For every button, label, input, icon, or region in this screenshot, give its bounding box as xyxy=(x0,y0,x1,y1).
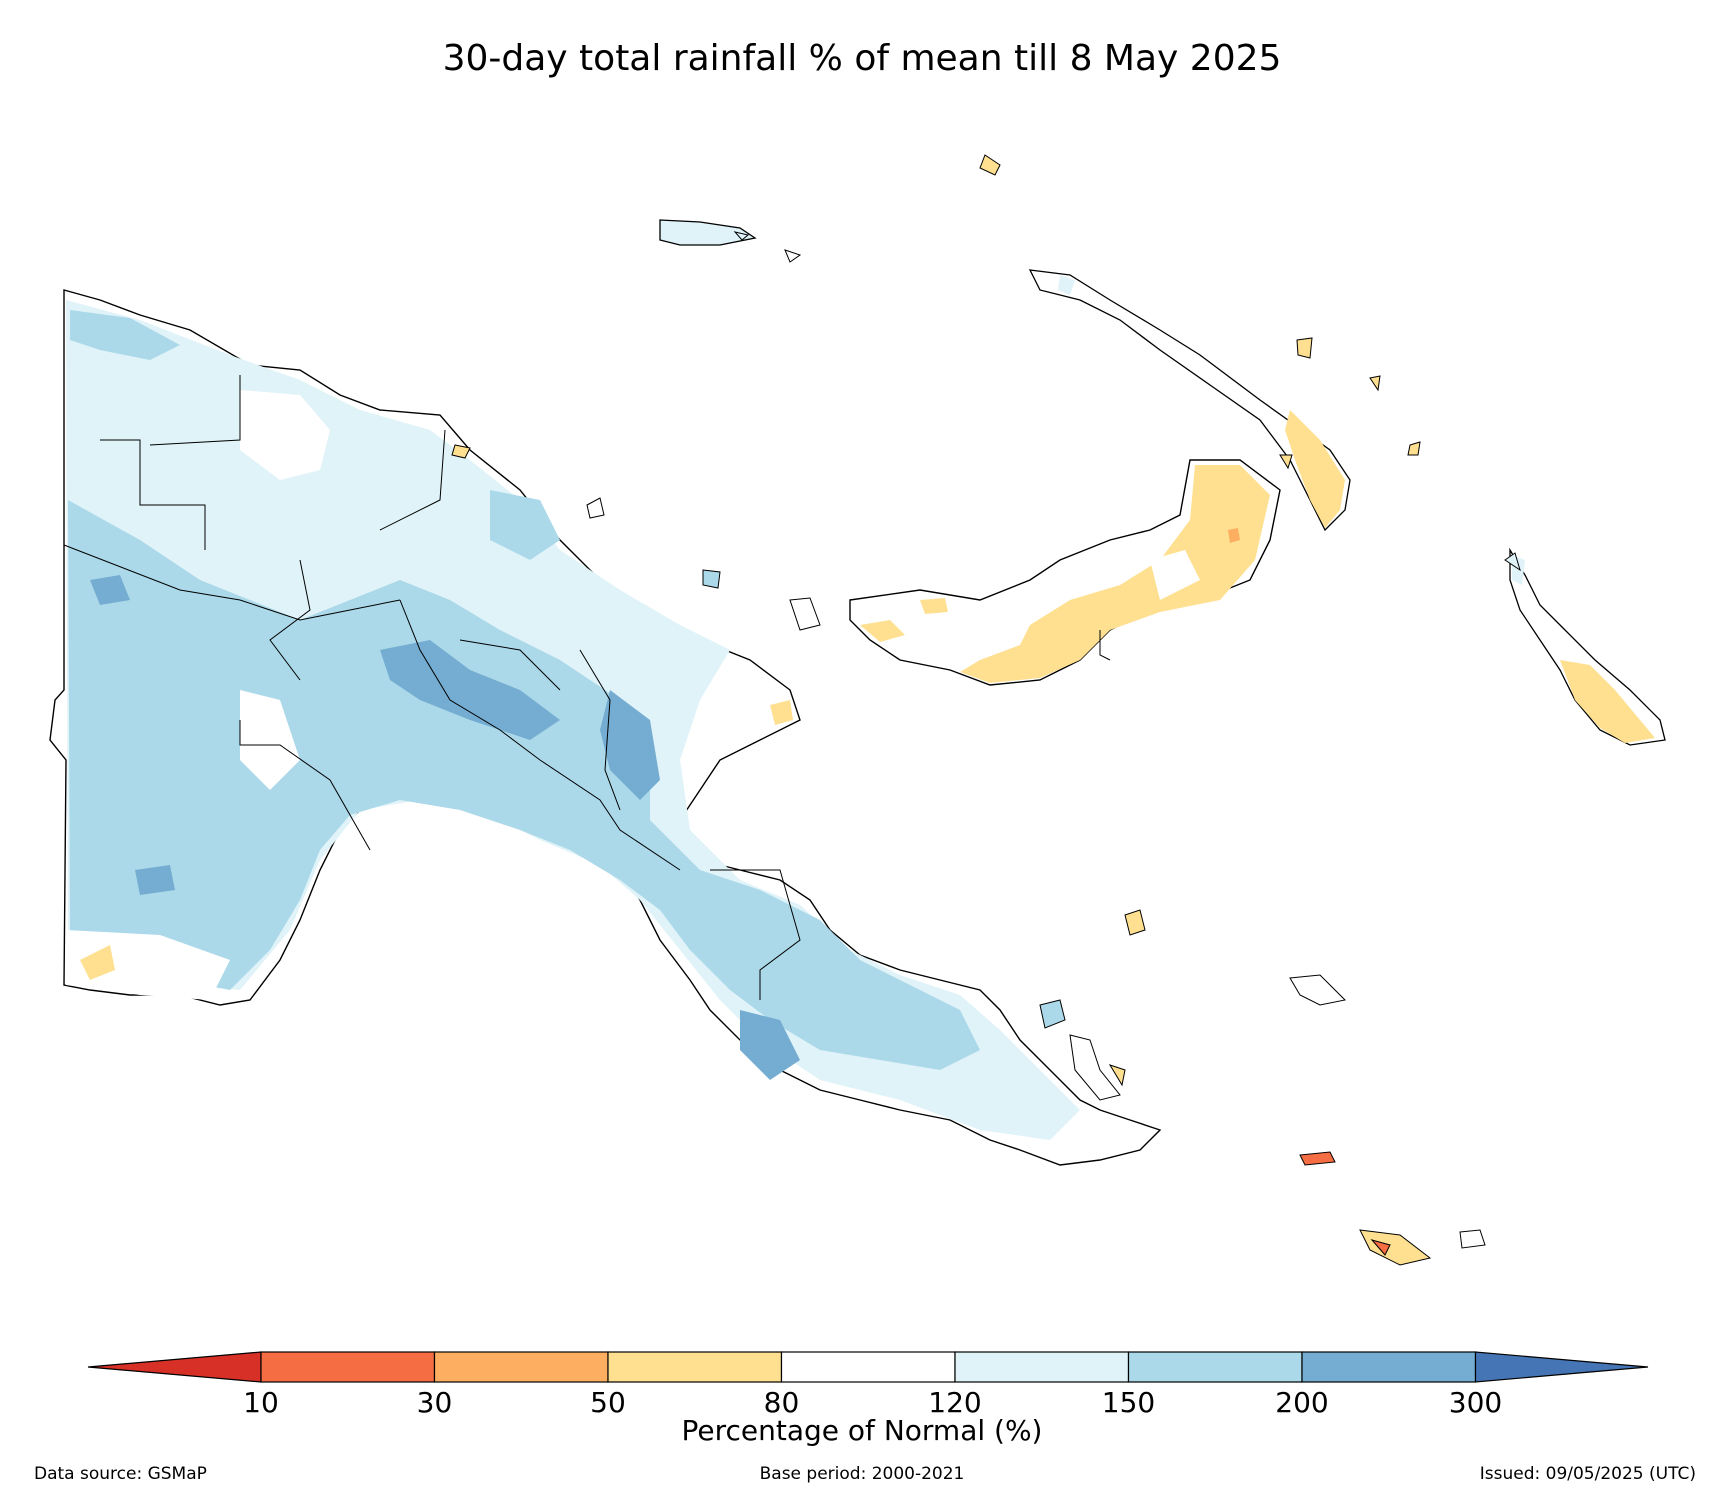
mainland-band-200-300-c xyxy=(740,1010,800,1080)
new-britain-yellow-n xyxy=(920,598,948,614)
colorbar-tick-200: 200 xyxy=(1275,1386,1329,1419)
manus-islets xyxy=(733,231,802,263)
mainland-band-200-300-b xyxy=(600,690,660,800)
province-boundaries xyxy=(63,375,801,1000)
bougainville-region xyxy=(1504,547,1666,746)
mainland-band-200-300-a xyxy=(380,640,560,740)
colorbar-tick-120: 120 xyxy=(928,1386,982,1419)
colorbar-tick-10: 10 xyxy=(243,1386,279,1419)
mainland-patch-nw xyxy=(70,310,180,360)
data-source-note: Data source: GSMaP xyxy=(34,1464,207,1484)
mainland-band-150-200 xyxy=(68,500,980,1070)
issued-date-note: Issued: 09/05/2025 (UTC) xyxy=(1479,1464,1696,1484)
small-islands xyxy=(451,154,1486,1266)
new-britain-yellow xyxy=(960,465,1270,683)
colorbar-tick-80: 80 xyxy=(763,1386,800,1419)
base-period-note: Base period: 2000-2021 xyxy=(759,1464,965,1484)
colorbar-extend-low xyxy=(87,1351,262,1383)
mainland-white-a xyxy=(240,390,330,480)
colorbar xyxy=(87,1351,1649,1383)
new-britain-white xyxy=(1150,550,1200,600)
colorbar-segment-200-300 xyxy=(1301,1351,1477,1383)
manus-island xyxy=(659,219,757,246)
mainland-yellow-b xyxy=(770,700,793,725)
manus-region xyxy=(659,219,802,263)
new-ireland-blue xyxy=(1058,275,1075,295)
colorbar-tick-300: 300 xyxy=(1448,1386,1503,1419)
colorbar-label: Percentage of Normal (%) xyxy=(681,1414,1043,1447)
colorbar-segment-50-80 xyxy=(607,1351,783,1383)
new-britain-region xyxy=(849,459,1281,686)
colorbar-segment-10-30 xyxy=(260,1351,436,1383)
mainland-yellow-a xyxy=(80,945,115,980)
colorbar-segment-30-50 xyxy=(433,1351,609,1383)
new-ireland-region xyxy=(1028,269,1351,532)
map-title: 30-day total rainfall % of mean till 8 M… xyxy=(442,38,1282,79)
colorbar-segment-80-120 xyxy=(780,1351,956,1383)
new-britain-island xyxy=(849,459,1281,686)
new-britain-orange xyxy=(1228,528,1240,543)
bougainville-island xyxy=(1509,547,1666,746)
colorbar-segment-120-150 xyxy=(954,1351,1130,1383)
colorbar-extend-high xyxy=(1474,1351,1649,1383)
mainland-region xyxy=(49,289,1162,1166)
colorbar-segment-150-200 xyxy=(1127,1351,1303,1383)
mainland-patch-north xyxy=(490,490,560,560)
new-ireland-yellow xyxy=(1285,410,1345,528)
colorbar-tick-150: 150 xyxy=(1101,1386,1156,1419)
colorbar-tick-30: 30 xyxy=(416,1386,453,1419)
new-britain-yellow-west xyxy=(860,620,905,642)
colorbar-tick-50: 50 xyxy=(590,1386,626,1419)
mainland-band-200-300-e xyxy=(90,575,130,605)
buka-islet xyxy=(1504,552,1521,572)
bougainville-yellow xyxy=(1560,660,1655,743)
mainland-white-b xyxy=(240,690,300,790)
mainland-band-200-300-d xyxy=(135,865,175,895)
new-britain-border xyxy=(1099,630,1111,661)
